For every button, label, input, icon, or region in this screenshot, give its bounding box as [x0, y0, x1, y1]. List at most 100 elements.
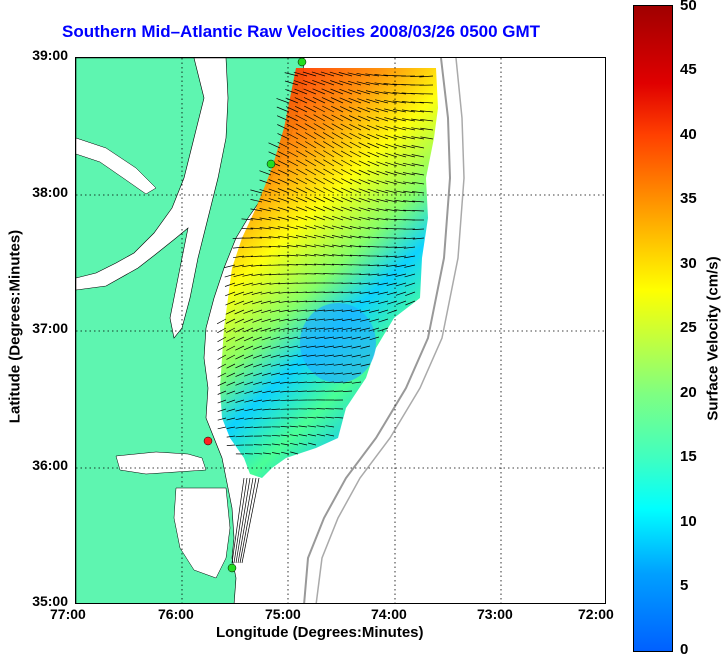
velocity-field — [220, 68, 438, 478]
velocity-arrow — [339, 106, 353, 113]
velocity-arrow — [419, 75, 434, 78]
velocity-arrow — [349, 115, 362, 122]
velocity-arrow — [324, 363, 335, 366]
velocity-arrow — [340, 150, 353, 158]
velocity-arrow — [322, 234, 335, 239]
velocity-arrow — [395, 255, 407, 258]
velocity-arrow — [306, 327, 317, 330]
velocity-arrow — [303, 80, 317, 86]
velocity-arrow — [394, 209, 407, 212]
velocity-arrow — [250, 199, 263, 203]
velocity-arrow — [286, 254, 299, 257]
velocity-arrow — [375, 116, 389, 122]
map-panel[interactable] — [75, 57, 606, 604]
station-marker — [203, 436, 213, 446]
velocity-arrow — [366, 116, 380, 122]
velocity-arrow — [305, 263, 317, 266]
velocity-arrow — [226, 435, 236, 438]
velocity-arrow — [357, 98, 371, 104]
velocity-arrow — [306, 336, 317, 339]
velocity-arrow — [349, 216, 362, 221]
velocity-arrow — [235, 435, 245, 438]
velocity-arrow — [217, 408, 227, 413]
velocity-arrow — [277, 188, 290, 194]
velocity-arrow — [295, 235, 308, 239]
velocity-arrow — [235, 372, 245, 377]
velocity-arrow — [270, 318, 281, 322]
velocity-arrow — [323, 309, 335, 312]
velocity-arrow — [351, 354, 362, 358]
velocity-arrow — [358, 207, 371, 212]
velocity-arrow — [338, 72, 353, 77]
velocity-arrow — [226, 381, 236, 386]
velocity-arrow — [348, 89, 362, 95]
velocity-arrow — [350, 309, 362, 313]
velocity-arrow — [360, 354, 371, 358]
velocity-arrow — [270, 345, 281, 349]
velocity-arrow — [277, 151, 290, 158]
colorbar-tick: 45 — [680, 61, 697, 78]
velocity-arrow — [313, 225, 326, 230]
velocity-arrow — [252, 309, 263, 314]
velocity-arrow — [351, 345, 362, 349]
velocity-arrow — [271, 408, 281, 410]
velocity-arrow — [286, 245, 299, 248]
velocity-arrow — [242, 264, 254, 268]
velocity-arrow — [225, 300, 236, 306]
velocity-arrow — [324, 345, 335, 348]
velocity-arrow — [305, 291, 317, 293]
velocity-arrow — [349, 226, 362, 230]
velocity-arrow — [286, 197, 299, 203]
velocity-arrow — [234, 318, 245, 324]
velocity-arrow — [358, 197, 371, 203]
velocity-arrow — [298, 434, 308, 437]
velocity-arrow — [369, 336, 380, 341]
velocity-arrow — [277, 226, 290, 230]
velocity-arrow — [383, 91, 398, 95]
velocity-arrow — [323, 263, 335, 266]
velocity-arrow — [244, 381, 254, 386]
velocity-arrow — [411, 118, 425, 122]
velocity-arrow — [386, 264, 398, 267]
velocity-arrow — [294, 97, 308, 104]
velocity-arrow — [241, 477, 260, 564]
velocity-arrow — [349, 123, 362, 131]
velocity-arrow — [277, 178, 290, 185]
velocity-arrow — [253, 399, 263, 403]
velocity-arrow — [286, 123, 299, 131]
velocity-arrow — [387, 309, 398, 314]
velocity-arrow — [368, 273, 380, 276]
velocity-arrow — [342, 318, 353, 321]
velocity-arrow — [342, 363, 353, 366]
velocity-arrow — [251, 291, 263, 295]
velocity-arrow — [348, 97, 362, 104]
velocity-arrow — [340, 206, 353, 212]
velocity-arrow — [314, 254, 326, 257]
velocity-arrow — [332, 177, 344, 185]
velocity-arrow — [280, 434, 290, 437]
velocity-arrow — [252, 300, 263, 305]
velocity-arrow — [411, 145, 425, 149]
velocity-arrow — [252, 318, 263, 323]
velocity-arrow — [358, 236, 371, 239]
velocity-arrow — [360, 345, 371, 349]
velocity-arrow — [384, 108, 398, 113]
velocity-arrow — [323, 206, 335, 212]
velocity-arrow — [288, 327, 299, 331]
velocity-arrow — [260, 282, 272, 286]
velocity-arrow — [278, 300, 290, 304]
velocity-arrow — [325, 416, 335, 419]
velocity-arrow — [253, 390, 263, 394]
velocity-arrow — [349, 178, 362, 185]
velocity-arrow — [367, 207, 380, 212]
velocity-arrow — [333, 381, 344, 384]
velocity-arrow — [342, 336, 353, 340]
velocity-arrow — [217, 381, 227, 387]
velocity-arrow — [367, 198, 380, 203]
velocity-arrow — [331, 206, 344, 212]
velocity-arrow — [332, 318, 344, 321]
velocity-arrow — [297, 390, 308, 392]
velocity-arrow — [288, 318, 299, 322]
velocity-arrow — [330, 88, 344, 95]
velocity-arrow — [253, 372, 263, 377]
